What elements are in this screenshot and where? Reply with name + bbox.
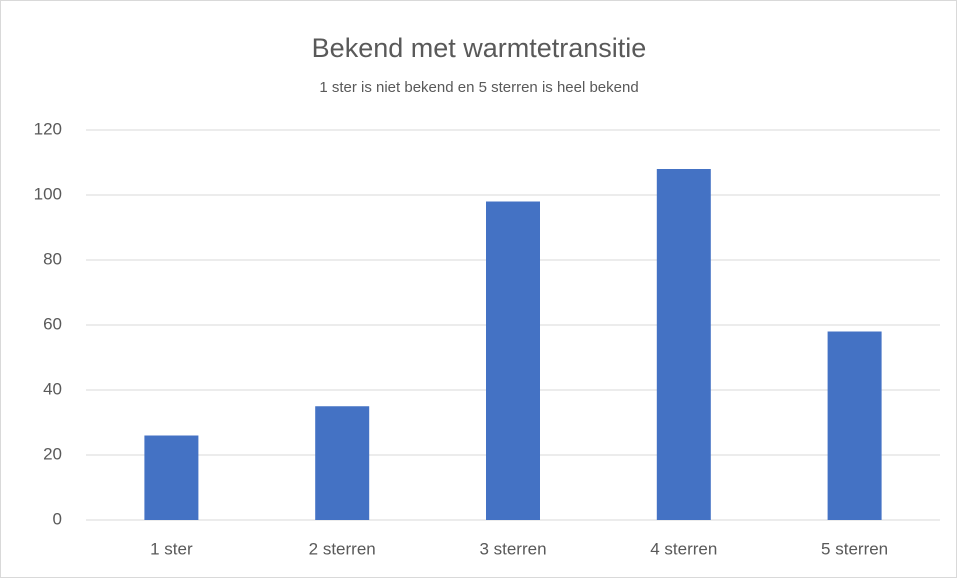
x-tick-label: 4 sterren bbox=[650, 539, 717, 558]
y-tick-label: 100 bbox=[34, 184, 62, 203]
bar bbox=[315, 406, 370, 520]
y-tick-label: 20 bbox=[43, 444, 62, 463]
bar bbox=[656, 169, 711, 520]
x-tick-label: 5 sterren bbox=[821, 539, 888, 558]
x-tick-label: 1 ster bbox=[150, 539, 193, 558]
bar bbox=[827, 331, 882, 520]
chart-title: Bekend met warmtetransitie bbox=[312, 33, 647, 63]
y-tick-label: 120 bbox=[34, 119, 62, 138]
bar bbox=[144, 435, 199, 520]
x-tick-label: 2 sterren bbox=[309, 539, 376, 558]
chart-subtitle: 1 ster is niet bekend en 5 sterren is he… bbox=[319, 79, 638, 96]
bar bbox=[486, 201, 540, 520]
x-tick-label: 3 sterren bbox=[479, 539, 546, 558]
y-tick-label: 40 bbox=[43, 379, 62, 398]
y-tick-label: 0 bbox=[53, 509, 62, 528]
y-tick-label: 80 bbox=[43, 249, 62, 268]
y-tick-label: 60 bbox=[43, 314, 62, 333]
